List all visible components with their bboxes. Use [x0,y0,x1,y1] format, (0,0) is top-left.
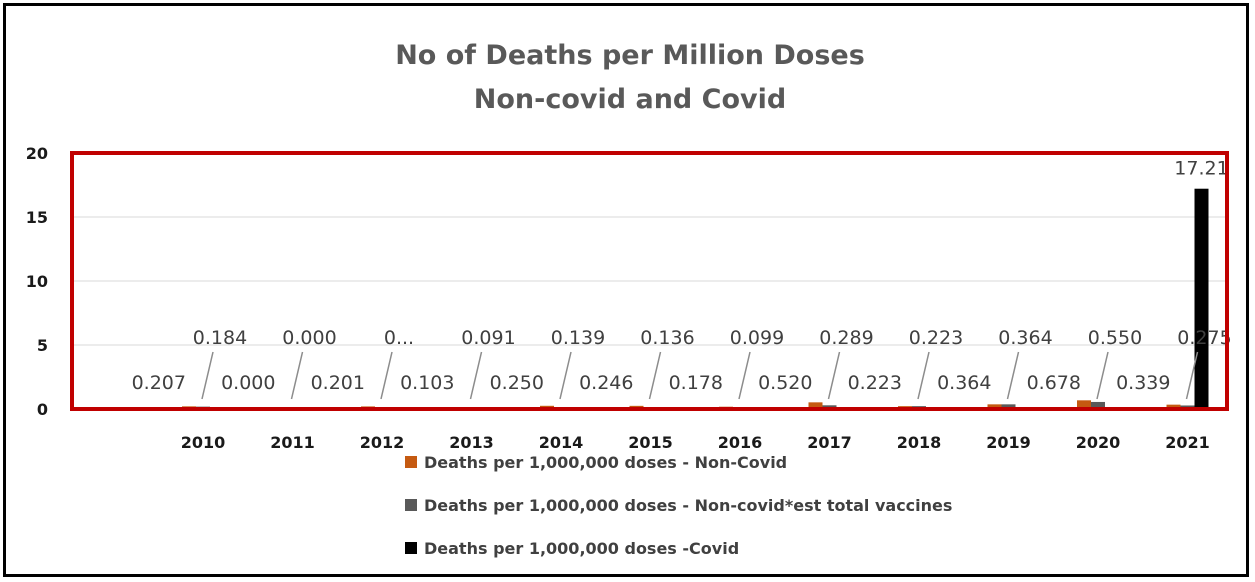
x-tick-label: 2017 [807,433,852,452]
data-labels: 0.207 0.184 0.000 0.000 0.201 0... 0.103 0.091 0… [132,158,1232,394]
data-label: 0.091 [461,327,515,349]
data-label: 0.246 [579,372,633,394]
data-label: 0.103 [400,372,454,394]
legend-label: Deaths per 1,000,000 doses - Non-covid*e… [424,496,952,515]
legend-label: Deaths per 1,000,000 doses -Covid [424,539,739,558]
leader-line [1006,351,1020,400]
x-tick-label: 2010 [181,433,226,452]
data-label: 0.139 [551,327,605,349]
x-tick-label: 2015 [628,433,673,452]
chart-subtitle: Non-covid and Covid [474,84,786,115]
leader-lines [201,351,1199,400]
chart-title: No of Deaths per Million Doses [395,40,865,71]
data-label: 0.339 [1116,372,1170,394]
leader-line [559,351,572,400]
x-tick-label: 2014 [539,433,584,452]
x-tick-label: 2013 [449,433,494,452]
leader-line [827,351,841,400]
bar [1194,188,1209,409]
bar [1077,400,1091,409]
leader-line [201,351,214,400]
y-tick-label: 15 [26,208,48,227]
gridlines [72,152,1227,410]
y-tick-label: 0 [37,400,48,419]
data-label: 0.000 [221,372,275,394]
data-label: 0.364 [937,372,991,394]
x-tick-label: 2019 [986,433,1031,452]
data-label: 0.136 [640,327,694,349]
x-tick-label: 2012 [360,433,405,452]
leader-line [1185,351,1199,400]
data-label: 0.678 [1027,372,1081,394]
data-label: 0.178 [669,372,723,394]
leader-line [648,351,662,400]
data-label: 0.000 [282,327,336,349]
leader-line [1096,351,1109,400]
bar [1091,401,1105,409]
y-tick-label: 20 [26,144,48,163]
y-tick-label: 10 [26,272,48,291]
x-tick-label: 2020 [1076,433,1121,452]
x-tick-label: 2021 [1165,433,1210,452]
leader-line [290,351,304,400]
bar [1001,404,1016,409]
bar [987,404,1002,409]
data-label: 0.520 [758,372,812,394]
data-label: 0.184 [193,327,247,349]
data-label: 0.364 [998,327,1052,349]
data-label: 0.099 [730,327,784,349]
data-label: 0.250 [490,372,544,394]
data-label: 17.21 [1174,158,1228,180]
legend-swatch [405,542,417,554]
x-tick-label: 2011 [270,433,315,452]
data-label: 0.201 [311,372,365,394]
y-axis-ticks: 0 5 10 15 20 [26,144,48,419]
bar [1166,404,1181,409]
legend-label: Deaths per 1,000,000 doses - Non-Covid [424,453,787,472]
legend: Deaths per 1,000,000 doses - Non-Covid De… [405,453,952,558]
y-tick-label: 5 [37,336,48,355]
x-tick-label: 2016 [718,433,763,452]
leader-line [917,351,930,400]
data-label: 0.223 [848,372,902,394]
bar [808,402,823,409]
data-label: 0.223 [909,327,963,349]
data-label: 0.289 [819,327,873,349]
data-label: 0... [384,327,414,349]
highlight-box [70,151,1229,411]
data-label: 0.275 [1177,327,1231,349]
data-label: 0.207 [132,372,186,394]
chart-frame [3,3,1249,577]
x-tick-label: 2018 [897,433,942,452]
x-axis-categories: 2010 2011 2012 2013 2014 2015 2016 2017 2018 2019… [181,433,1210,452]
legend-swatch [405,499,417,511]
data-label: 0.550 [1088,327,1142,349]
legend-swatch [405,456,417,468]
leader-line [469,351,483,400]
leader-line [738,351,751,400]
leader-line [380,351,393,400]
